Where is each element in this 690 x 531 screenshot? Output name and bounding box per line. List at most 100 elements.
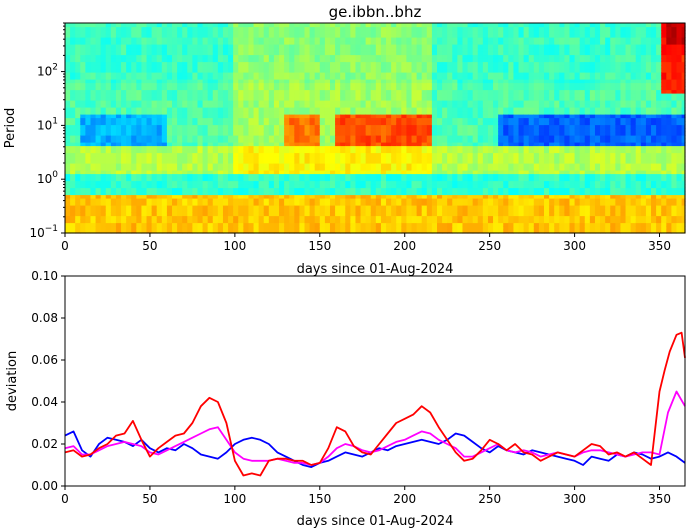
heatmap-cell (151, 222, 158, 227)
heatmap-cell (146, 208, 153, 213)
heatmap-cell (447, 72, 453, 77)
heatmap-cell (207, 61, 214, 66)
heatmap-cell (452, 131, 458, 136)
heatmap-cell (273, 93, 280, 98)
heatmap-cell (151, 65, 158, 70)
heatmap-cell (258, 37, 265, 42)
heatmap-cell (437, 184, 443, 189)
heatmap-cell (309, 215, 316, 220)
heatmap-cell (85, 170, 92, 175)
heatmap-cell (80, 72, 86, 77)
heatmap-cell (289, 58, 295, 63)
heatmap-cell (100, 212, 107, 217)
heatmap-cell (207, 177, 214, 182)
heatmap-cell (65, 208, 71, 213)
heatmap-cell (95, 23, 102, 28)
heatmap-cell (136, 229, 143, 234)
heatmap-cell (238, 100, 244, 105)
heatmap-cell (110, 82, 117, 87)
heatmap-cell (431, 93, 438, 98)
heatmap-cell (258, 79, 265, 84)
heatmap-cell (75, 51, 81, 56)
heatmap-cell (273, 75, 280, 80)
heatmap-cell (452, 79, 458, 84)
heatmap-cell (131, 96, 137, 101)
heatmap-cell (482, 135, 489, 140)
heatmap-cell (228, 229, 234, 234)
heatmap-cell (467, 145, 474, 150)
heatmap-cell (406, 187, 413, 192)
heatmap-cell (360, 86, 367, 91)
heatmap-cell (248, 191, 255, 196)
heatmap-cell (182, 145, 188, 150)
heatmap-cell (406, 54, 413, 59)
heatmap-cell (80, 26, 86, 31)
heatmap-cell (396, 89, 402, 94)
heatmap-cell (273, 89, 280, 94)
heatmap-cell (192, 173, 199, 178)
heatmap-cell (299, 145, 306, 150)
heatmap-cell (284, 124, 290, 129)
heatmap-cell (243, 82, 250, 87)
heatmap-cell (462, 152, 469, 157)
heatmap-cell (105, 201, 112, 206)
heatmap-cell (335, 47, 341, 52)
heatmap-cell (482, 212, 489, 217)
heatmap-cell (136, 191, 143, 196)
heatmap-cell (314, 79, 321, 84)
heatmap-cell (299, 72, 306, 77)
heatmap-cell (380, 100, 387, 105)
heatmap-cell (65, 212, 71, 217)
heatmap-cell (115, 219, 122, 224)
heatmap-cell (335, 135, 341, 140)
heatmap-cell (228, 166, 234, 171)
heatmap-cell (248, 93, 255, 98)
heatmap-cell (335, 191, 341, 196)
heatmap-cell (452, 107, 458, 112)
heatmap-cell (482, 121, 489, 126)
heatmap-cell (319, 135, 326, 140)
heatmap-cell (273, 142, 280, 147)
heatmap-cell (299, 222, 306, 227)
heatmap-cell (238, 170, 244, 175)
heatmap-cell (411, 149, 418, 154)
heatmap-cell (248, 187, 255, 192)
heatmap-cell (345, 75, 351, 80)
heatmap-cell (299, 229, 306, 234)
heatmap-cell (289, 131, 295, 136)
heatmap-cell (380, 208, 387, 213)
heatmap-cell (355, 100, 362, 105)
heatmap-cell (365, 198, 372, 203)
heatmap-cell (248, 177, 255, 182)
heatmap-cell (304, 100, 311, 105)
heatmap-cell (75, 226, 81, 231)
heatmap-cell (217, 96, 224, 101)
heatmap-cell (482, 30, 489, 35)
heatmap-cell (411, 124, 418, 129)
heatmap-cell (324, 61, 331, 66)
heatmap-cell (85, 72, 92, 77)
heatmap-cell (258, 44, 265, 49)
heatmap-cell (156, 86, 163, 91)
heatmap-cell (248, 30, 255, 35)
heatmap-cell (365, 100, 372, 105)
heatmap-cell (146, 149, 153, 154)
heatmap-cell (375, 208, 382, 213)
heatmap-cell (146, 166, 153, 171)
heatmap-cell (131, 163, 137, 168)
heatmap-cell (222, 142, 229, 147)
heatmap-cell (360, 30, 367, 35)
heatmap-cell (284, 89, 290, 94)
heatmap-cell (177, 103, 183, 108)
heatmap-cell (172, 152, 178, 157)
heatmap-cell (268, 37, 275, 42)
heatmap-cell (207, 201, 214, 206)
heatmap-cell (365, 219, 372, 224)
heatmap-cell (263, 138, 270, 143)
heatmap-cell (391, 51, 397, 56)
heatmap-cell (406, 47, 413, 52)
heatmap-cell (370, 219, 377, 224)
heatmap-cell (212, 26, 219, 31)
heatmap-cell (355, 110, 362, 115)
heatmap-cell (233, 110, 239, 115)
